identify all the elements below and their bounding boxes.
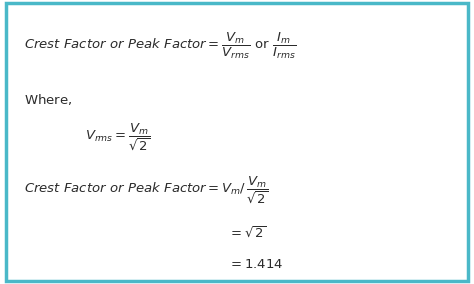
Text: $\mathrm{Where,}$: $\mathrm{Where,}$ <box>24 92 72 107</box>
Text: $\mathit{Crest\ Factor\ or\ Peak\ Factor} = \dfrac{V_m}{V_{rms}}\ \mathrm{or}\ \: $\mathit{Crest\ Factor\ or\ Peak\ Factor… <box>24 30 296 60</box>
Text: $= 1.414$: $= 1.414$ <box>228 258 283 271</box>
Text: $= \sqrt{2}$: $= \sqrt{2}$ <box>228 225 266 241</box>
Text: $V_{rms} = \dfrac{V_m}{\sqrt{2}}$: $V_{rms} = \dfrac{V_m}{\sqrt{2}}$ <box>85 121 151 152</box>
Text: $\mathit{Crest\ Factor\ or\ Peak\ Factor} = V_m/\,\dfrac{V_m}{\sqrt{2}}$: $\mathit{Crest\ Factor\ or\ Peak\ Factor… <box>24 175 268 206</box>
FancyBboxPatch shape <box>6 3 468 281</box>
